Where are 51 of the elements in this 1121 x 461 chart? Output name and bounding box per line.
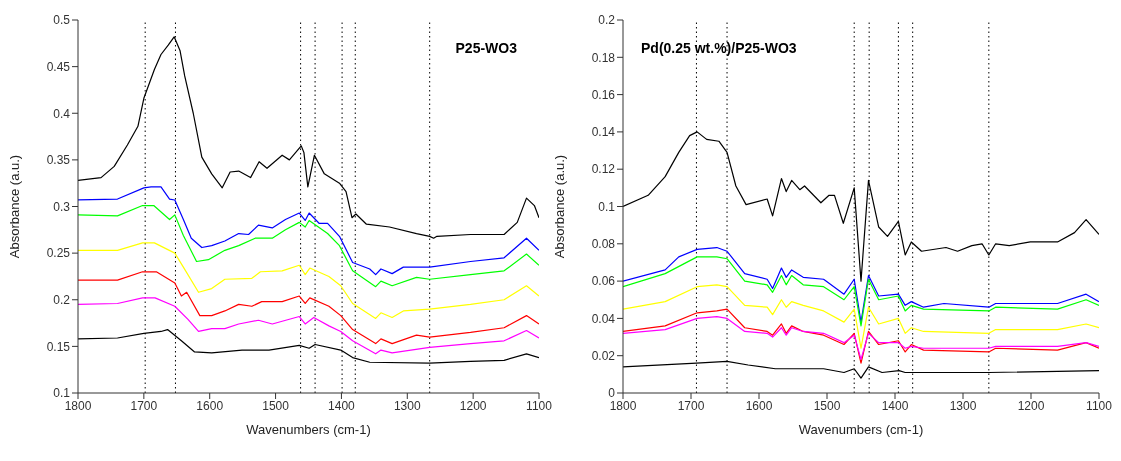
y-tick-label: 0.1 (53, 386, 71, 401)
x-tick-label: 1500 (813, 398, 841, 413)
y-tick-label: 0.12 (591, 162, 616, 177)
x-tick-label: 1300 (949, 398, 977, 413)
x-tick-label: 1200 (459, 398, 487, 413)
line-series (78, 271, 539, 345)
x-tick-label: 1600 (745, 398, 773, 413)
x-axis-title: Wavenumbers (cm-1) (246, 422, 371, 438)
y-tick-label: 0 (608, 386, 616, 401)
text: P25-WO3 (455, 40, 517, 56)
y-tick-label: 0.5 (53, 13, 71, 28)
y-tick-label: 0.1 (598, 199, 616, 214)
line-series (78, 186, 539, 276)
y-axis-title: Absorbance (a.u.) (6, 154, 22, 259)
x-tick-label: 1800 (609, 398, 637, 413)
y-tick-label: 0.35 (46, 153, 71, 168)
y-tick-label: 0.4 (53, 106, 71, 121)
y-tick-label: 0.06 (591, 274, 616, 289)
y-tick-label: 0.16 (591, 87, 616, 102)
x-axis-title: Wavenumbers (cm-1) (798, 422, 924, 438)
y-tick-label: 0.04 (591, 311, 616, 326)
x-tick-label: 1100 (1086, 398, 1113, 413)
line-series (78, 242, 539, 319)
line-series (623, 284, 1099, 349)
x-tick-label: 1600 (196, 398, 224, 413)
x-tick-label: 1400 (328, 398, 356, 413)
y-tick-label: 0.3 (53, 199, 71, 214)
y-tick-label: 0.2 (598, 13, 616, 28)
y-tick-label: 0.45 (46, 59, 71, 74)
line-series (78, 204, 539, 288)
y-tick-label: 0.08 (591, 237, 616, 252)
x-tick-label: 1500 (262, 398, 290, 413)
text: Pd(0.25 wt.%)/P25-WO3 (641, 40, 797, 56)
line-series (623, 308, 1099, 364)
y-tick-label: 0.25 (46, 246, 71, 261)
y-tick-label: 0.14 (591, 125, 616, 140)
x-tick-label: 1800 (64, 398, 92, 413)
x-tick-label: 1700 (677, 398, 705, 413)
x-tick-label: 1200 (1017, 398, 1045, 413)
x-tick-label: 1700 (130, 398, 158, 413)
line-series (78, 297, 539, 355)
y-tick-label: 0.02 (591, 348, 616, 363)
x-tick-label: 1300 (393, 398, 421, 413)
y-tick-label: 0.15 (46, 339, 71, 354)
y-tick-label: 0.2 (53, 293, 71, 308)
line-series (623, 256, 1099, 327)
x-tick-label: 1400 (881, 398, 909, 413)
y-tick-label: 0.18 (591, 50, 616, 65)
y-axis-title: Absorbance (a.u.) (551, 154, 567, 259)
x-tick-label: 1100 (526, 398, 553, 413)
line-series (623, 315, 1099, 361)
